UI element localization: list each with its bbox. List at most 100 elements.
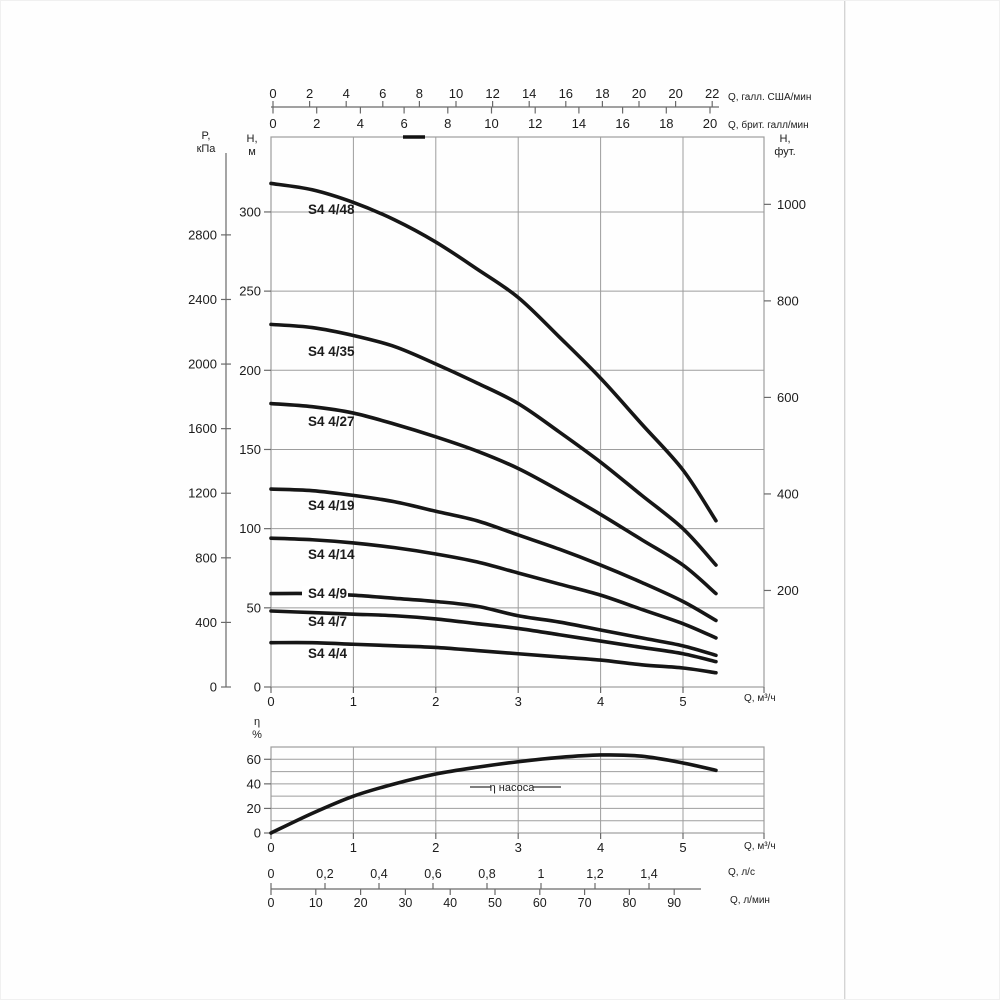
axis-title-line: фут. xyxy=(774,146,796,158)
pump-curve-S4-4-48 xyxy=(269,181,718,523)
tick-label-us: 14 xyxy=(522,86,536,101)
curve-label: S4 4/14 xyxy=(308,547,355,562)
tick-label-lmin: 90 xyxy=(667,896,681,910)
tick-label-ft: 400 xyxy=(777,486,799,501)
curve-label: S4 4/27 xyxy=(308,414,355,429)
curve-label: S4 4/35 xyxy=(308,344,355,359)
tick-label-h: 50 xyxy=(247,600,261,615)
tick-label-eta: 60 xyxy=(247,752,261,767)
tick-label-us: 20 xyxy=(632,86,646,101)
tick-label-us: 2 xyxy=(306,86,313,101)
axis-title-line: кПа xyxy=(196,143,216,155)
efficiency-curve-label: η насоса xyxy=(490,782,536,794)
efficiency-curve xyxy=(269,753,718,835)
tick-label-lmin: 80 xyxy=(622,896,636,910)
tick-label-ft: 800 xyxy=(777,293,799,308)
tick-label-ls: 1 xyxy=(538,867,545,881)
tick-label-us: 8 xyxy=(416,86,423,101)
tick-label-kpa: 2800 xyxy=(188,227,217,242)
tick-label-eta: 20 xyxy=(247,801,261,816)
tick-label-imp: 8 xyxy=(444,116,451,131)
tick-label-imp: 6 xyxy=(400,116,407,131)
axis-label-m3h-eff: Q, м³/ч xyxy=(744,841,776,852)
tick-label-ft: 200 xyxy=(777,583,799,598)
tick-label-lmin: 70 xyxy=(578,896,592,910)
tick-label-imp: 12 xyxy=(528,116,542,131)
pump-curve-S4-4-7 xyxy=(269,609,718,664)
tick-label-eff-q: 4 xyxy=(597,840,604,855)
tick-label-ls: 0,2 xyxy=(316,867,333,881)
tick-label-kpa: 1200 xyxy=(188,486,217,501)
tick-label-ft: 1000 xyxy=(777,197,806,212)
tick-label-h: 100 xyxy=(239,521,261,536)
tick-label-lmin: 30 xyxy=(398,896,412,910)
axis-label-ls: Q, л/с xyxy=(728,867,755,878)
curve-label: S4 4/48 xyxy=(308,202,355,217)
tick-label-lmin: 60 xyxy=(533,896,547,910)
tick-label-ls: 0,4 xyxy=(370,867,387,881)
tick-label-q: 1 xyxy=(350,694,357,709)
curve-label: S4 4/9 xyxy=(308,586,347,601)
tick-label-us: 22 xyxy=(705,86,719,101)
tick-label-imp: 20 xyxy=(703,116,717,131)
pump-curve-S4-4-27 xyxy=(269,401,718,596)
axis-title-line: % xyxy=(252,729,262,741)
axis-title-head-m: Н, м xyxy=(239,133,265,159)
tick-label-us: 10 xyxy=(449,86,463,101)
tick-label-q: 5 xyxy=(679,694,686,709)
axis-title-line: Н, xyxy=(246,133,258,145)
main-plot-border xyxy=(270,136,765,688)
pump-curve-S4-4-35 xyxy=(269,322,718,567)
tick-label-lmin: 10 xyxy=(309,896,323,910)
tick-label-h: 200 xyxy=(239,363,261,378)
tick-label-lmin: 50 xyxy=(488,896,502,910)
axis-title-line: м xyxy=(248,146,256,158)
curve-label-bg xyxy=(302,586,348,601)
tick-label-kpa: 400 xyxy=(195,615,217,630)
tick-label-eff-q: 1 xyxy=(350,840,357,855)
tick-label-us: 6 xyxy=(379,86,386,101)
curve-label: S4 4/7 xyxy=(308,614,347,629)
tick-label-imp: 10 xyxy=(484,116,498,131)
tick-label-ls: 0 xyxy=(268,867,275,881)
axis-title-line: P, xyxy=(201,130,211,142)
tick-label-eff-q: 3 xyxy=(515,840,522,855)
tick-label-us: 4 xyxy=(343,86,350,101)
axis-label-imp-gpm: Q, брит. галл/мин xyxy=(728,120,809,131)
tick-label-q: 0 xyxy=(267,694,274,709)
tick-label-us: 20 xyxy=(668,86,682,101)
tick-label-q: 4 xyxy=(597,694,604,709)
tick-label-lmin: 0 xyxy=(268,896,275,910)
tick-label-h: 300 xyxy=(239,204,261,219)
pump-curve-S4-4-4 xyxy=(269,640,718,675)
tick-label-q: 3 xyxy=(515,694,522,709)
tick-label-h: 0 xyxy=(254,680,261,695)
axis-label-lmin: Q, л/мин xyxy=(730,895,770,906)
eff-plot-border xyxy=(270,746,765,834)
tick-label-ls: 1,2 xyxy=(586,867,603,881)
tick-label-lmin: 40 xyxy=(443,896,457,910)
curve-label: S4 4/19 xyxy=(308,498,355,513)
pump-curve-S4-4-9 xyxy=(269,591,718,658)
tick-label-ls: 0,8 xyxy=(478,867,495,881)
tick-label-q: 2 xyxy=(432,694,439,709)
axis-title-head-ft: Н, фут. xyxy=(767,133,803,159)
tick-label-imp: 2 xyxy=(313,116,320,131)
tick-label-ft: 600 xyxy=(777,390,799,405)
tick-label-us: 18 xyxy=(595,86,609,101)
tick-label-ls: 1,4 xyxy=(640,867,657,881)
tick-label-us: 0 xyxy=(269,86,276,101)
tick-label-eta: 0 xyxy=(254,826,261,841)
axis-label-m3h-main: Q, м³/ч xyxy=(744,693,776,704)
tick-label-imp: 0 xyxy=(269,116,276,131)
tick-label-eff-q: 2 xyxy=(432,840,439,855)
tick-label-eta: 40 xyxy=(247,776,261,791)
tick-label-imp: 4 xyxy=(357,116,364,131)
page-edge-line xyxy=(844,1,846,999)
tick-label-kpa: 1600 xyxy=(188,421,217,436)
pump-curve-S4-4-19 xyxy=(269,487,718,623)
tick-label-eff-q: 5 xyxy=(679,840,686,855)
tick-label-kpa: 2400 xyxy=(188,292,217,307)
